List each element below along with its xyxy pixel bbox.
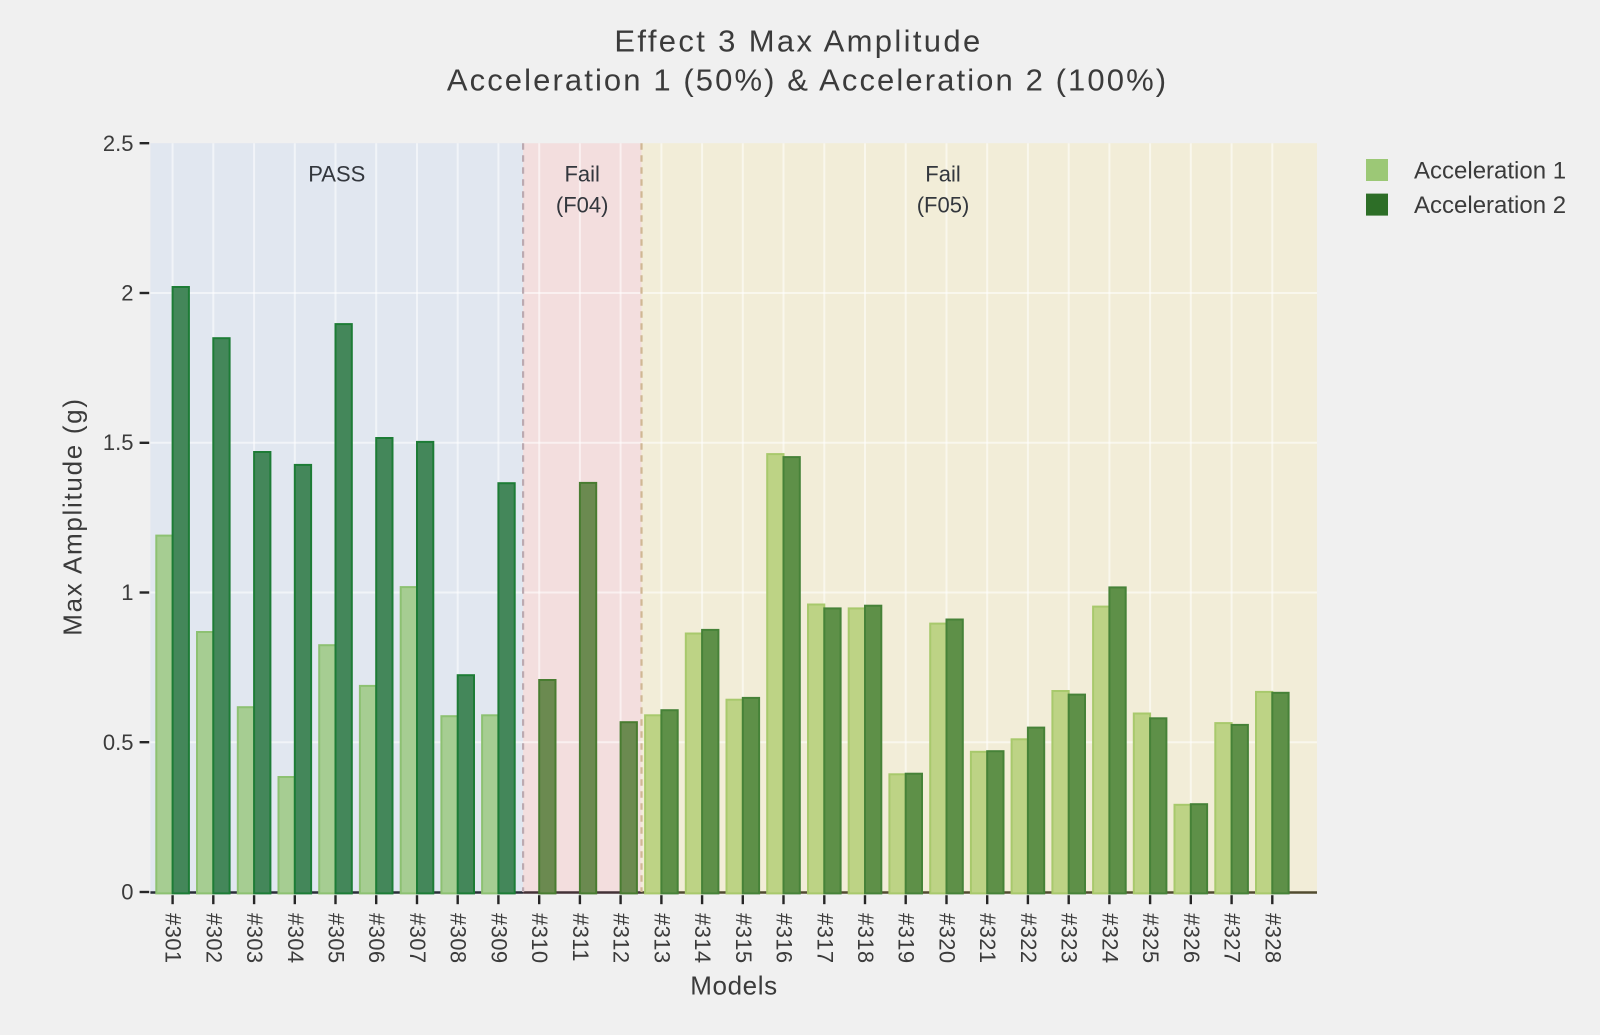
svg-text:#324: #324 [1097,913,1122,964]
svg-text:#326: #326 [1179,913,1204,964]
svg-text:#316: #316 [771,913,796,964]
svg-text:#314: #314 [690,913,715,964]
svg-text:2.5: 2.5 [103,131,134,156]
svg-text:#317: #317 [812,913,837,964]
svg-text:(F04): (F04) [556,193,609,218]
svg-text:#306: #306 [364,913,389,964]
svg-text:#305: #305 [323,913,348,964]
svg-text:Effect 3 Max Amplitude: Effect 3 Max Amplitude [614,24,982,59]
svg-text:#303: #303 [242,913,267,964]
svg-text:Max Amplitude (g): Max Amplitude (g) [58,397,88,635]
svg-text:#313: #313 [649,913,674,964]
svg-text:Acceleration 1: Acceleration 1 [1414,158,1566,185]
svg-text:#319: #319 [894,913,919,964]
svg-text:#322: #322 [1016,913,1041,964]
svg-text:#311: #311 [568,913,593,962]
svg-text:#302: #302 [201,913,226,964]
svg-text:(F05): (F05) [917,193,970,218]
svg-text:#323: #323 [1057,913,1082,964]
svg-text:2: 2 [121,281,133,306]
svg-text:Fail: Fail [564,162,599,187]
svg-text:1.5: 1.5 [103,430,134,455]
svg-text:#312: #312 [609,913,634,964]
svg-text:0: 0 [121,880,133,905]
svg-text:#318: #318 [853,913,878,964]
svg-text:#308: #308 [446,913,471,964]
svg-text:0.5: 0.5 [103,730,134,755]
svg-text:Acceleration 1 (50%) & Acceler: Acceleration 1 (50%) & Acceleration 2 (1… [447,63,1168,98]
svg-text:#307: #307 [405,913,430,964]
svg-text:PASS: PASS [308,162,365,187]
svg-text:#309: #309 [486,913,511,964]
svg-text:#321: #321 [975,913,1000,964]
svg-text:#315: #315 [731,913,756,964]
svg-text:#325: #325 [1138,913,1163,964]
svg-text:Fail: Fail [925,162,960,187]
svg-text:#304: #304 [283,913,308,964]
svg-text:#310: #310 [527,913,552,964]
svg-text:Models: Models [690,971,777,1001]
svg-text:#327: #327 [1220,913,1245,964]
svg-text:Acceleration 2: Acceleration 2 [1414,192,1566,219]
svg-text:#301: #301 [161,913,186,964]
svg-text:1: 1 [121,580,133,605]
svg-text:#328: #328 [1260,913,1285,964]
svg-text:#320: #320 [934,913,959,964]
